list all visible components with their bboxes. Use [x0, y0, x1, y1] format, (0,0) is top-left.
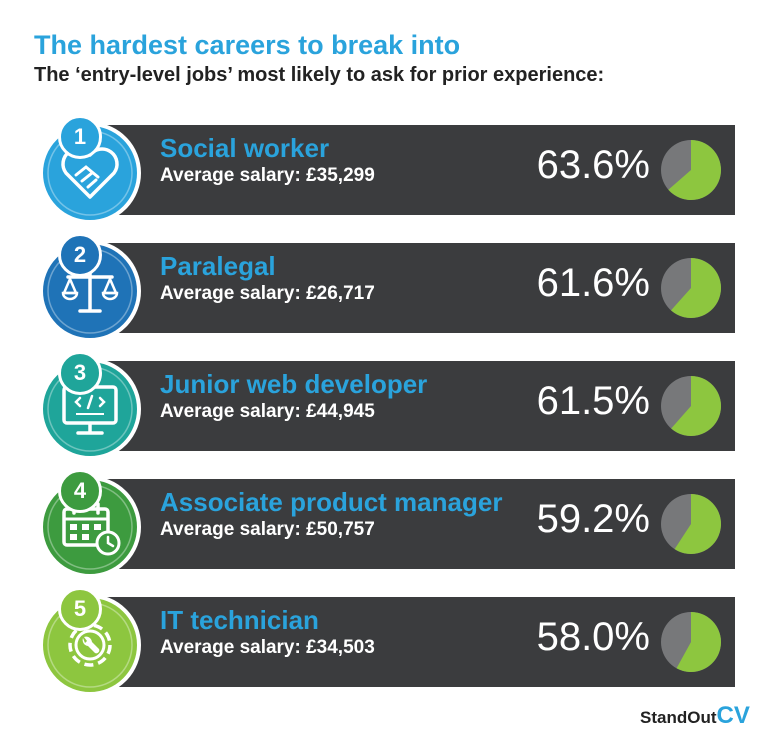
salary-prefix: Average salary:	[160, 519, 307, 540]
salary-prefix: Average salary:	[160, 401, 307, 422]
salary-prefix: Average salary:	[160, 637, 307, 658]
career-icon-badge: 5	[28, 585, 152, 696]
row-bar	[105, 243, 735, 333]
pie-value-slice	[671, 258, 721, 318]
chart-subtitle: The ‘entry-level jobs’ most likely to as…	[34, 64, 605, 86]
percent-pie	[661, 612, 722, 672]
career-icon-badge: 1	[28, 113, 152, 224]
standout-cv-logo: StandOutCV	[640, 702, 750, 730]
logo-accent-text: CV	[716, 702, 750, 729]
average-salary: Average salary: £50,757	[160, 519, 375, 541]
career-name: IT technician	[160, 605, 319, 635]
rank-badge: 1	[58, 115, 102, 159]
career-icon-badge: 3	[28, 349, 152, 460]
average-salary: Average salary: £44,945	[160, 401, 375, 423]
salary-prefix: Average salary:	[160, 165, 307, 186]
percent-label: 59.2%	[536, 497, 650, 541]
career-icon-badge: 4	[28, 467, 152, 578]
career-row: 2 Paralegal Average salary: £26,717 61.6%	[0, 231, 768, 342]
percent-pie	[661, 376, 722, 436]
average-salary: Average salary: £34,503	[160, 637, 375, 659]
logo-main-text: StandOut	[640, 708, 717, 727]
percent-pie	[661, 258, 721, 318]
pie-value-slice	[674, 494, 721, 554]
career-row: 3 Junior web developer Average salary: £44…	[0, 349, 768, 460]
percent-label: 63.6%	[536, 143, 650, 187]
career-name: Paralegal	[160, 251, 276, 281]
rank-badge: 3	[58, 351, 102, 395]
percent-pie	[661, 140, 721, 200]
salary-value: £26,717	[306, 283, 375, 304]
pie-value-slice	[671, 376, 722, 436]
pie-value-slice	[676, 612, 722, 672]
career-row: 4 Associate product manager Average salary…	[0, 467, 768, 578]
career-name: Social worker	[160, 133, 330, 163]
row-bar	[105, 125, 735, 215]
career-row: 5 IT technician Average salary: £34,503 58.…	[0, 585, 768, 696]
rank-badge: 4	[58, 469, 102, 513]
salary-value: £50,757	[306, 519, 375, 540]
pie-value-slice	[668, 140, 721, 200]
chart-title: The hardest careers to break into	[34, 30, 461, 60]
career-name: Associate product manager	[160, 487, 503, 517]
average-salary: Average salary: £35,299	[160, 165, 375, 187]
average-salary: Average salary: £26,717	[160, 283, 375, 305]
salary-prefix: Average salary:	[160, 283, 307, 304]
career-name: Junior web developer	[160, 369, 428, 399]
percent-label: 58.0%	[536, 615, 650, 659]
salary-value: £35,299	[306, 165, 375, 186]
rank-badge: 5	[58, 587, 102, 631]
row-bar	[105, 361, 735, 451]
percent-label: 61.5%	[536, 379, 650, 423]
row-bar	[105, 597, 735, 687]
career-row: 1 Social worker Average salary: £35,299 63.…	[0, 113, 768, 224]
salary-value: £34,503	[306, 637, 375, 658]
career-icon-badge: 2	[28, 231, 152, 342]
row-bar	[105, 479, 735, 569]
rank-badge: 2	[58, 233, 102, 277]
percent-pie	[661, 494, 721, 554]
percent-label: 61.6%	[536, 261, 650, 305]
salary-value: £44,945	[306, 401, 375, 422]
